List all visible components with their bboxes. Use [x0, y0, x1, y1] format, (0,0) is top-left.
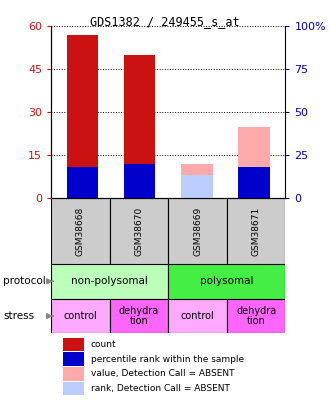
Bar [67, 167, 98, 198]
Text: GSM38670: GSM38670 [135, 207, 144, 256]
Bar [168, 198, 227, 264]
Bar [63, 352, 84, 366]
Text: control: control [181, 311, 214, 321]
Text: rank, Detection Call = ABSENT: rank, Detection Call = ABSENT [91, 384, 230, 393]
Bar [168, 264, 285, 298]
Bar [110, 198, 168, 264]
Bar [51, 264, 168, 298]
Bar [110, 298, 168, 333]
Text: dehydra
tion: dehydra tion [119, 306, 159, 326]
Bar [181, 164, 213, 198]
Bar [124, 55, 155, 198]
Bar [181, 175, 213, 198]
Text: GSM38668: GSM38668 [76, 207, 85, 256]
Text: GDS1382 / 249455_s_at: GDS1382 / 249455_s_at [90, 15, 240, 28]
Bar [238, 167, 270, 198]
Text: non-polysomal: non-polysomal [71, 276, 148, 286]
Text: control: control [64, 311, 97, 321]
Bar [51, 198, 110, 264]
Bar [227, 298, 285, 333]
Text: stress: stress [3, 311, 34, 321]
Text: protocol: protocol [3, 276, 46, 286]
Bar [51, 298, 110, 333]
Bar [227, 198, 285, 264]
Text: polysomal: polysomal [200, 276, 254, 286]
Bar [124, 164, 155, 198]
Text: GSM38671: GSM38671 [252, 207, 261, 256]
Text: count: count [91, 340, 116, 349]
Text: dehydra
tion: dehydra tion [236, 306, 276, 326]
Bar [63, 338, 84, 351]
Bar [63, 367, 84, 381]
Text: GSM38669: GSM38669 [193, 207, 202, 256]
Bar [63, 382, 84, 396]
Text: value, Detection Call = ABSENT: value, Detection Call = ABSENT [91, 369, 235, 379]
Bar [238, 170, 270, 198]
Bar [238, 127, 270, 198]
Bar [168, 298, 227, 333]
Text: percentile rank within the sample: percentile rank within the sample [91, 355, 244, 364]
Bar [67, 35, 98, 198]
